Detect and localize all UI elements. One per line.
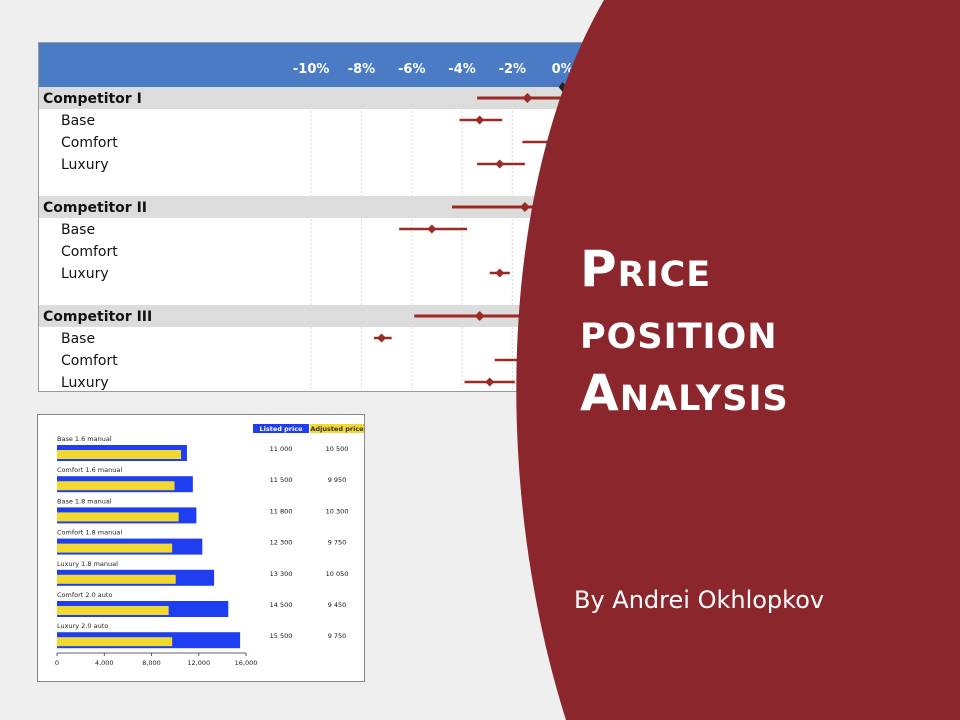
axis-header-band [39, 43, 597, 87]
row-label: Comfort [61, 353, 118, 369]
point-marker [495, 159, 505, 169]
adjusted-price-bar [57, 606, 169, 615]
row-label: Luxury [61, 375, 109, 391]
title-line-3: Analysis [580, 364, 789, 422]
listed-vs-adjusted-chart: Listed price Adjusted price Base 1.6 manua… [37, 414, 365, 682]
legend-adjusted-box [310, 424, 364, 433]
adjusted-price-bar [57, 512, 179, 522]
category-label: Comfort 1.8 manual [57, 529, 122, 537]
point-marker [520, 355, 530, 365]
category-label: Comfort 1.6 manual [57, 466, 122, 474]
x-tick-label: 12,000 [187, 659, 210, 667]
point-marker [377, 333, 387, 343]
listed-price-value: 13 300 [270, 570, 293, 578]
x-tick-label: 0% [552, 62, 574, 77]
listed-price-value: 11 800 [270, 507, 293, 515]
category-label: Luxury 1.8 manual [57, 560, 118, 568]
point-marker [427, 224, 437, 234]
listed-price-value: 11 500 [270, 476, 293, 484]
x-tick-label: 16,000 [235, 659, 258, 667]
adjusted-price-value: 10 300 [326, 507, 349, 515]
x-tick-label: -2% [499, 62, 526, 77]
adjusted-price-value: 9 750 [328, 539, 347, 547]
adjusted-price-value: 9 750 [328, 632, 347, 640]
row-label: Luxury [61, 266, 109, 282]
group-label: Competitor I [43, 91, 142, 107]
legend-listed-box [253, 424, 309, 433]
legend-adjusted-label: Adjusted price [310, 425, 364, 433]
row-label: Comfort [61, 135, 118, 151]
group-band [39, 196, 597, 218]
adjusted-price-value: 10 500 [326, 445, 349, 453]
x-tick-label: -4% [448, 62, 475, 77]
row-label: Base [61, 331, 95, 347]
group-band [39, 305, 597, 327]
group-label: Competitor III [43, 309, 152, 325]
adjusted-price-bar [57, 637, 173, 647]
x-tick-label: -10% [293, 62, 330, 77]
title-line-2: position [580, 302, 778, 360]
category-label: Comfort 2.0 auto [57, 591, 112, 599]
listed-vs-adjusted-plot: Listed price Adjusted price Base 1.6 manua… [55, 424, 364, 667]
point-marker [474, 311, 485, 321]
point-marker [475, 115, 485, 125]
title-line-1: Price [580, 240, 712, 298]
category-label: Base 1.8 manual [57, 497, 112, 505]
adjusted-price-bar [57, 481, 175, 491]
adjusted-price-bar [57, 543, 173, 553]
legend-listed-label: Listed price [259, 425, 303, 433]
group-label: Competitor II [43, 200, 147, 216]
listed-price-value: 14 500 [270, 601, 293, 609]
row-label: Comfort [61, 244, 118, 260]
listed-price-value: 12 300 [270, 539, 293, 547]
adjusted-price-value: 9 450 [328, 601, 347, 609]
point-marker [485, 377, 495, 387]
row-label: Base [61, 113, 95, 129]
adjusted-price-bar [57, 574, 176, 584]
x-tick-label: -8% [348, 62, 375, 77]
row-label: Luxury [61, 157, 109, 173]
listed-price-value: 15 500 [270, 632, 293, 640]
x-tick-label: 0 [55, 659, 59, 667]
x-tick-label: 4,000 [95, 659, 114, 667]
point-marker [495, 268, 505, 278]
x-tick-label: -6% [398, 62, 425, 77]
adjusted-price-bar [57, 450, 182, 459]
category-label: Base 1.6 manual [57, 435, 112, 443]
adjusted-price-value: 9 950 [328, 476, 347, 484]
author-byline: By Andrei Okhlopkov [574, 586, 825, 614]
listed-price-value: 11 000 [270, 445, 293, 453]
x-tick-label: 8,000 [142, 659, 161, 667]
category-label: Luxury 2.0 auto [57, 622, 108, 630]
price-position-chart: -10%-8%-6%-4%-2%0%2%Competitor IBaseComf… [38, 42, 598, 392]
slide-title: Price position Analysis [580, 238, 940, 424]
adjusted-price-value: 10 050 [326, 570, 349, 578]
group-band [39, 87, 597, 109]
price-position-plot: -10%-8%-6%-4%-2%0%2%Competitor IBaseComf… [39, 43, 597, 391]
row-label: Base [61, 222, 95, 238]
